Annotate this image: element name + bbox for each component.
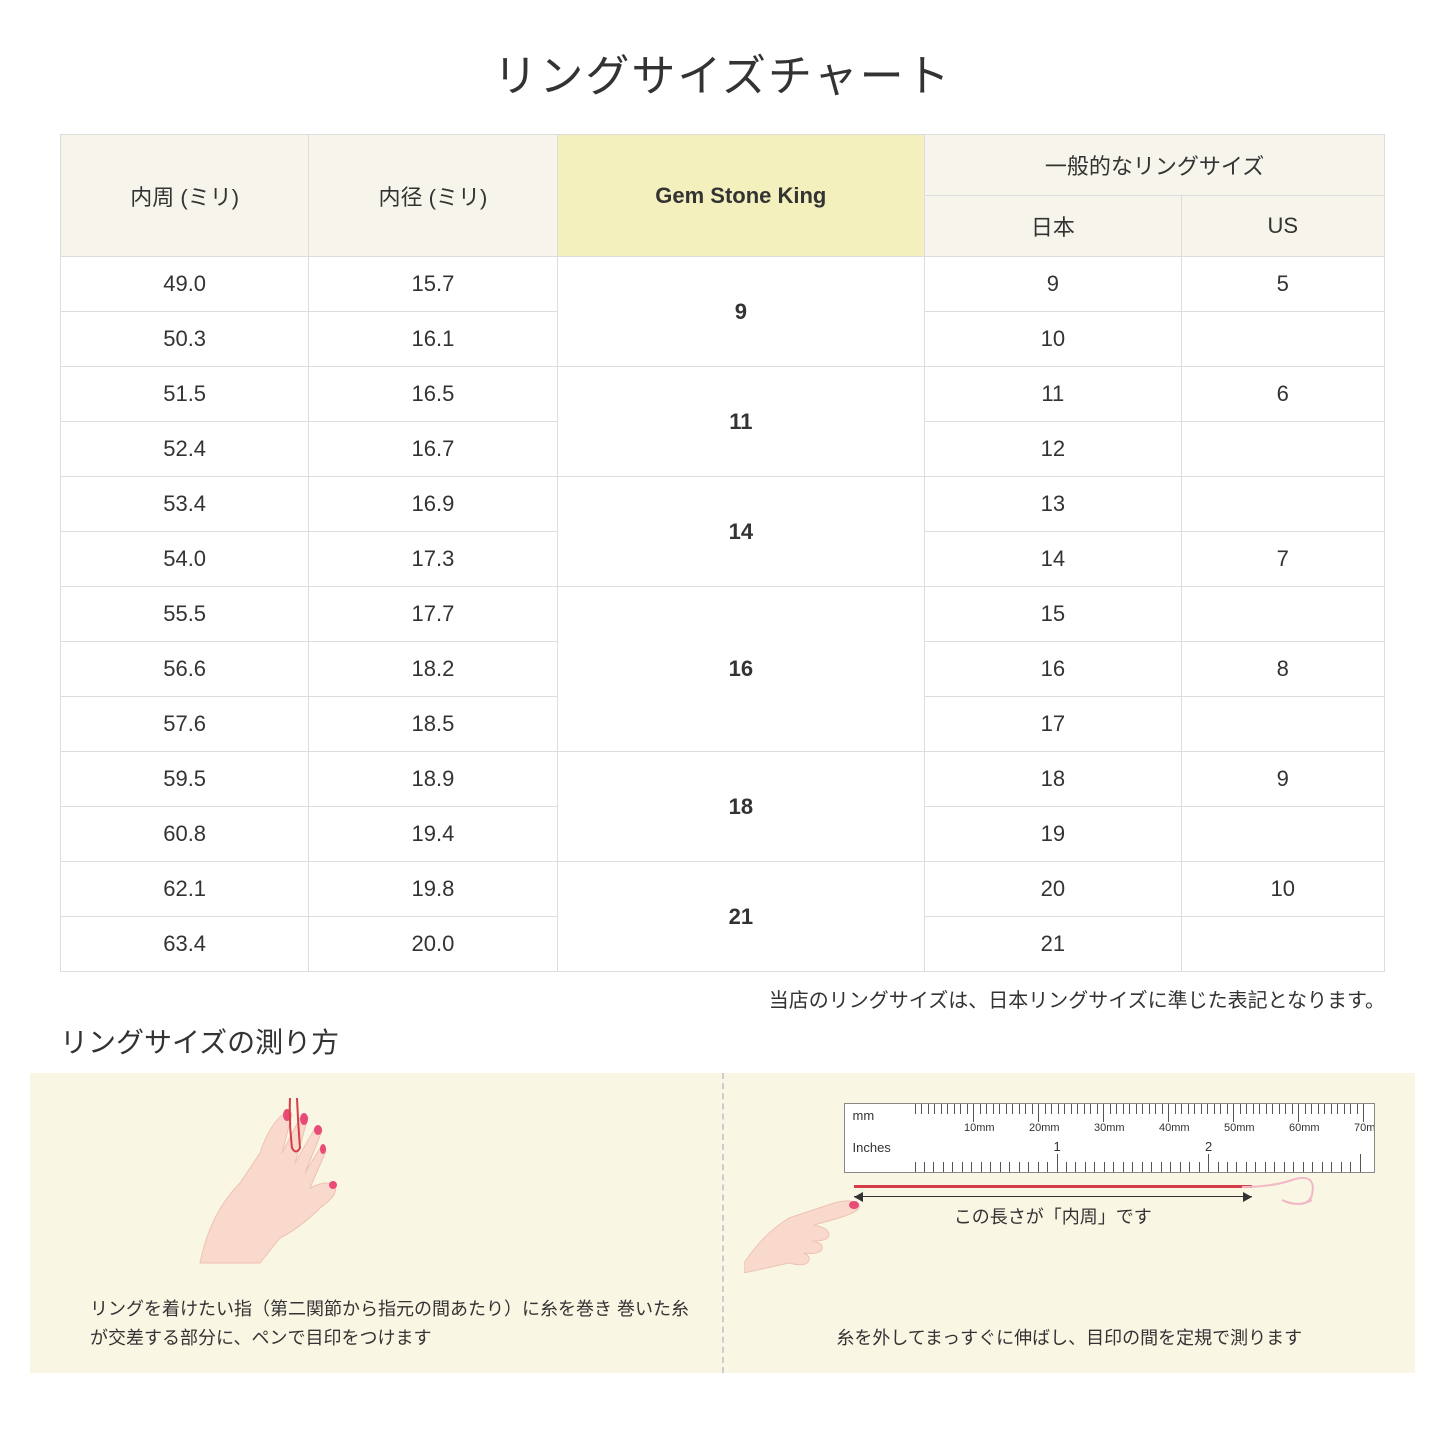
cell-circumference: 59.5 [61, 752, 309, 807]
size-table-container: 内周 (ミリ) 内径 (ミリ) Gem Stone King 一般的なリングサイ… [0, 134, 1445, 972]
table-row: 62.119.8212010 [61, 862, 1385, 917]
cell-diameter: 20.0 [309, 917, 557, 972]
cell-diameter: 16.1 [309, 312, 557, 367]
howto-left-text: リングを着けたい指（第二関節から指元の間あたり）に糸を巻き 巻いた糸が交差する部… [90, 1295, 692, 1353]
cell-japan: 13 [925, 477, 1181, 532]
cell-circumference: 50.3 [61, 312, 309, 367]
cell-japan: 18 [925, 752, 1181, 807]
table-row: 51.516.511116 [61, 367, 1385, 422]
cell-us: 7 [1181, 532, 1384, 587]
howto-panel: リングを着けたい指（第二関節から指元の間あたり）に糸を巻き 巻いた糸が交差する部… [30, 1073, 1415, 1373]
ring-size-table: 内周 (ミリ) 内径 (ミリ) Gem Stone King 一般的なリングサイ… [60, 134, 1385, 972]
cell-japan: 9 [925, 257, 1181, 312]
cell-gsk: 14 [557, 477, 925, 587]
ruler-mm-label: mm [853, 1108, 875, 1123]
cell-circumference: 49.0 [61, 257, 309, 312]
cell-circumference: 63.4 [61, 917, 309, 972]
cell-us: 9 [1181, 752, 1384, 807]
cell-circumference: 51.5 [61, 367, 309, 422]
howto-right: mm Inches 10mm20mm30mm40mm50mm60mm70mm 1… [724, 1073, 1416, 1373]
cell-japan: 14 [925, 532, 1181, 587]
cell-diameter: 16.5 [309, 367, 557, 422]
cell-japan: 17 [925, 697, 1181, 752]
cell-us [1181, 917, 1384, 972]
cell-us: 5 [1181, 257, 1384, 312]
cell-diameter: 16.7 [309, 422, 557, 477]
table-row: 49.015.7995 [61, 257, 1385, 312]
cell-japan: 12 [925, 422, 1181, 477]
cell-diameter: 18.2 [309, 642, 557, 697]
cell-diameter: 15.7 [309, 257, 557, 312]
cell-circumference: 55.5 [61, 587, 309, 642]
cell-circumference: 52.4 [61, 422, 309, 477]
note-text: 当店のリングサイズは、日本リングサイズに準じた表記となります。 [0, 972, 1445, 1013]
cell-diameter: 18.9 [309, 752, 557, 807]
cell-diameter: 19.8 [309, 862, 557, 917]
page-title: リングサイズチャート [0, 0, 1445, 134]
cell-us: 6 [1181, 367, 1384, 422]
cell-circumference: 54.0 [61, 532, 309, 587]
th-general: 一般的なリングサイズ [925, 135, 1385, 196]
cell-gsk: 18 [557, 752, 925, 862]
cell-japan: 11 [925, 367, 1181, 422]
thread-line [854, 1185, 1253, 1188]
cell-circumference: 62.1 [61, 862, 309, 917]
cell-gsk: 16 [557, 587, 925, 752]
cell-diameter: 17.3 [309, 532, 557, 587]
th-circumference: 内周 (ミリ) [61, 135, 309, 257]
cell-gsk: 21 [557, 862, 925, 972]
cell-us: 8 [1181, 642, 1384, 697]
cell-japan: 20 [925, 862, 1181, 917]
measure-label: この長さが「内周」です [854, 1203, 1253, 1229]
ruler-ticks-inches: 12 [915, 1142, 1370, 1172]
cell-us [1181, 587, 1384, 642]
th-gsk: Gem Stone King [557, 135, 925, 257]
table-row: 59.518.918189 [61, 752, 1385, 807]
cell-circumference: 53.4 [61, 477, 309, 532]
howto-right-text: 糸を外してまっすぐに伸ばし、目印の間を定規で測ります [754, 1324, 1386, 1353]
cell-diameter: 17.7 [309, 587, 557, 642]
table-body: 49.015.799550.316.11051.516.51111652.416… [61, 257, 1385, 972]
howto-title: リングサイズの測り方 [0, 1013, 1445, 1073]
ruler-inches-label: Inches [853, 1140, 891, 1155]
thread-loop-icon [1242, 1170, 1322, 1210]
cell-gsk: 11 [557, 367, 925, 477]
howto-left: リングを着けたい指（第二関節から指元の間あたり）に糸を巻き 巻いた糸が交差する部… [30, 1073, 722, 1373]
cell-diameter: 19.4 [309, 807, 557, 862]
cell-us [1181, 697, 1384, 752]
cell-diameter: 16.9 [309, 477, 557, 532]
cell-japan: 21 [925, 917, 1181, 972]
table-row: 55.517.71615 [61, 587, 1385, 642]
cell-japan: 10 [925, 312, 1181, 367]
cell-us [1181, 477, 1384, 532]
cell-us [1181, 422, 1384, 477]
th-us: US [1181, 196, 1384, 257]
cell-diameter: 18.5 [309, 697, 557, 752]
cell-japan: 16 [925, 642, 1181, 697]
cell-us [1181, 312, 1384, 367]
cell-gsk: 9 [557, 257, 925, 367]
cell-us: 10 [1181, 862, 1384, 917]
cell-circumference: 57.6 [61, 697, 309, 752]
hand-wrap-illustration [170, 1093, 390, 1273]
ruler: mm Inches 10mm20mm30mm40mm50mm60mm70mm 1… [844, 1103, 1376, 1173]
table-row: 53.416.91413 [61, 477, 1385, 532]
cell-japan: 15 [925, 587, 1181, 642]
ruler-ticks-mm: 10mm20mm30mm40mm50mm60mm70mm [915, 1104, 1370, 1134]
measure-arrow [854, 1196, 1253, 1197]
cell-circumference: 60.8 [61, 807, 309, 862]
cell-us [1181, 807, 1384, 862]
th-japan: 日本 [925, 196, 1181, 257]
cell-japan: 19 [925, 807, 1181, 862]
ruler-group: mm Inches 10mm20mm30mm40mm50mm60mm70mm 1… [844, 1103, 1376, 1229]
th-diameter: 内径 (ミリ) [309, 135, 557, 257]
cell-circumference: 56.6 [61, 642, 309, 697]
